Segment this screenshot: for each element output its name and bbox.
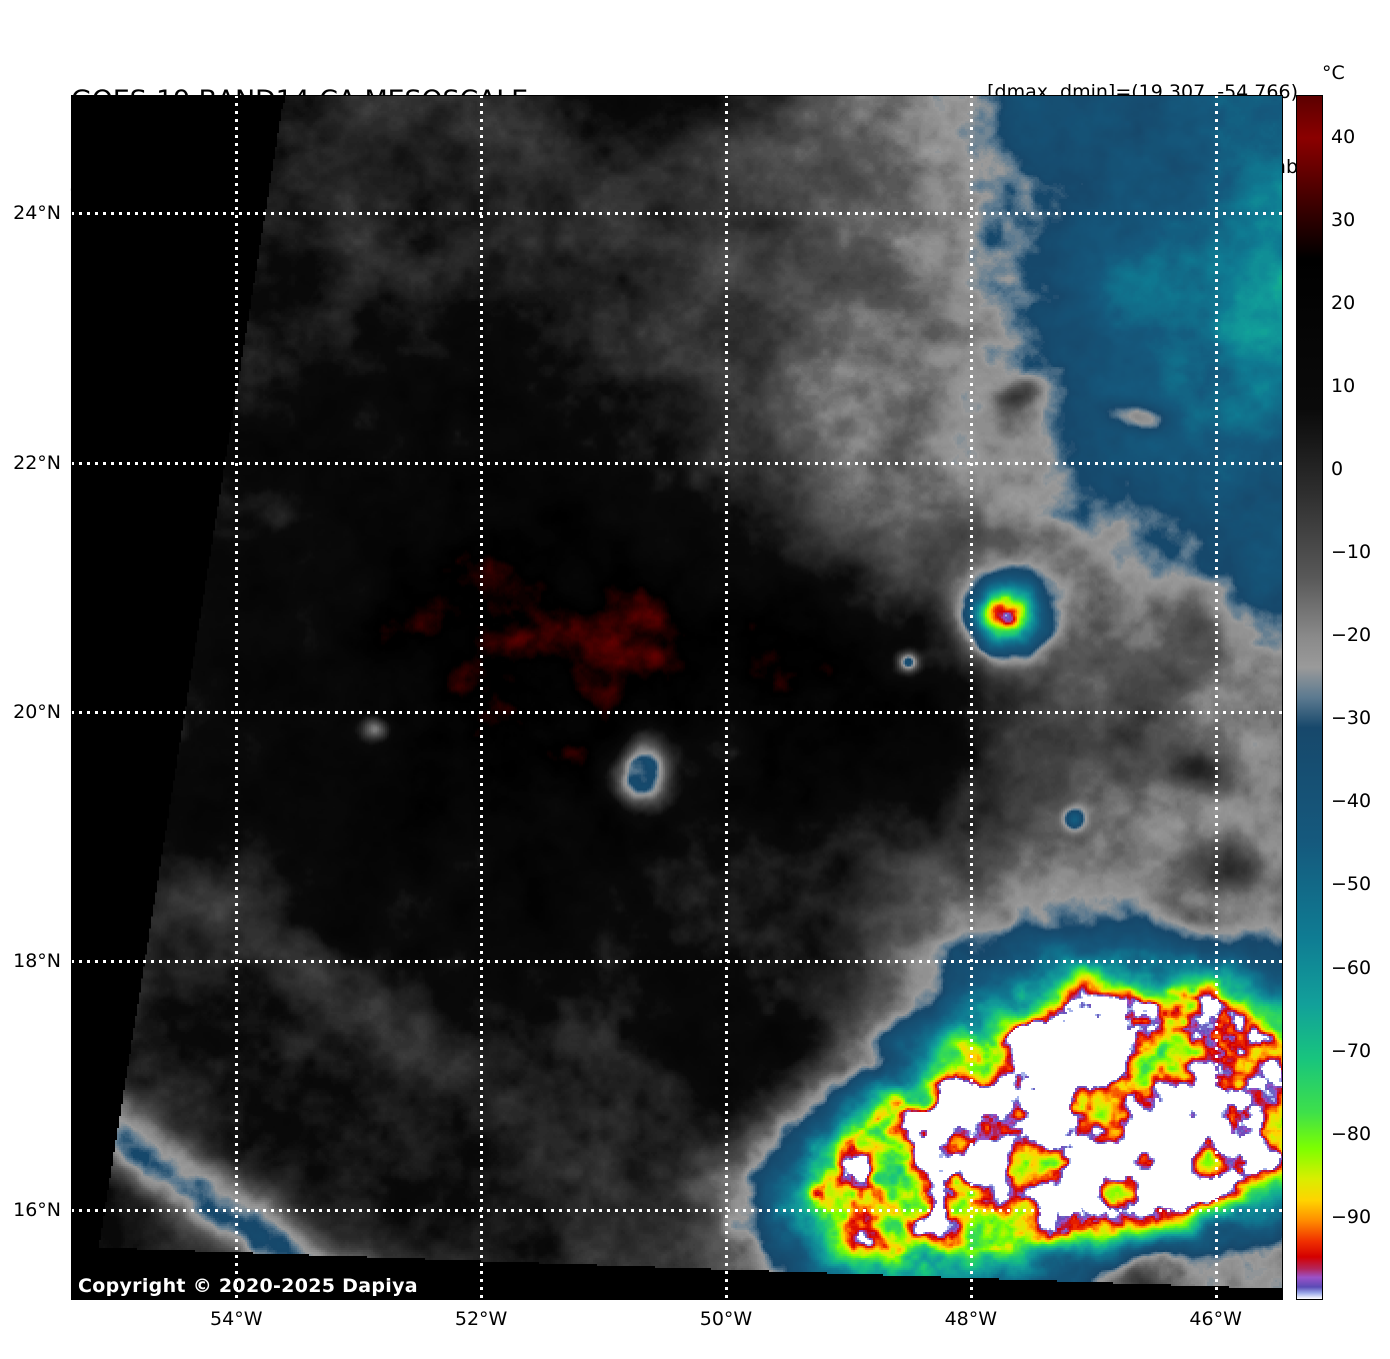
meridian-gridline — [969, 95, 973, 1300]
colorbar-tick-label: 30 — [1331, 208, 1356, 231]
colorbar-tick-label: 20 — [1331, 291, 1356, 314]
colorbar-tick-label: 10 — [1331, 374, 1356, 397]
latitude-tick-label: 22°N — [13, 451, 61, 474]
parallel-gridline — [71, 710, 1283, 714]
parallel-gridline — [71, 1209, 1283, 1213]
longitude-tick-label: 52°W — [454, 1308, 508, 1330]
colorbar-tick-label: 0 — [1331, 457, 1344, 480]
longitude-tick-label: 48°W — [944, 1308, 998, 1330]
latitude-tick-label: 24°N — [13, 202, 61, 225]
colorbar-tick-label: −40 — [1331, 790, 1372, 813]
copyright-label: Copyright © 2020-2025 Dapiya — [78, 1275, 418, 1297]
latitude-tick-label: 16°N — [13, 1199, 61, 1222]
meridian-gridline — [1214, 95, 1218, 1300]
latitude-tick-label: 18°N — [13, 950, 61, 973]
satellite-image-panel[interactable] — [71, 95, 1283, 1300]
meridian-gridline — [235, 95, 239, 1300]
latitude-tick-label: 20°N — [13, 700, 61, 723]
colorbar-unit-label: °C — [1322, 62, 1345, 84]
parallel-gridline — [71, 461, 1283, 465]
colorbar-tick-label: −70 — [1331, 1039, 1372, 1062]
colorbar-tick-label: −60 — [1331, 956, 1372, 979]
colorbar-tick-label: −90 — [1331, 1205, 1372, 1228]
meridian-gridline — [480, 95, 484, 1300]
colorbar-tick-label: −20 — [1331, 624, 1372, 647]
longitude-tick-label: 46°W — [1189, 1308, 1242, 1330]
colorbar-tick-label: −30 — [1331, 707, 1372, 730]
colorbar-tick-label: −80 — [1331, 1122, 1372, 1145]
parallel-gridline — [71, 212, 1283, 216]
colorbar-gradient — [1297, 96, 1322, 1299]
parallel-gridline — [71, 960, 1283, 964]
satellite-imagery-canvas — [71, 95, 1283, 1300]
meridian-gridline — [724, 95, 728, 1300]
colorbar-tick-label: 40 — [1331, 125, 1356, 148]
temperature-colorbar[interactable] — [1296, 95, 1323, 1300]
colorbar-tick-label: −10 — [1331, 541, 1372, 564]
longitude-tick-label: 54°W — [210, 1308, 263, 1330]
colorbar-tick-label: −50 — [1331, 873, 1372, 896]
longitude-tick-label: 50°W — [699, 1308, 753, 1330]
